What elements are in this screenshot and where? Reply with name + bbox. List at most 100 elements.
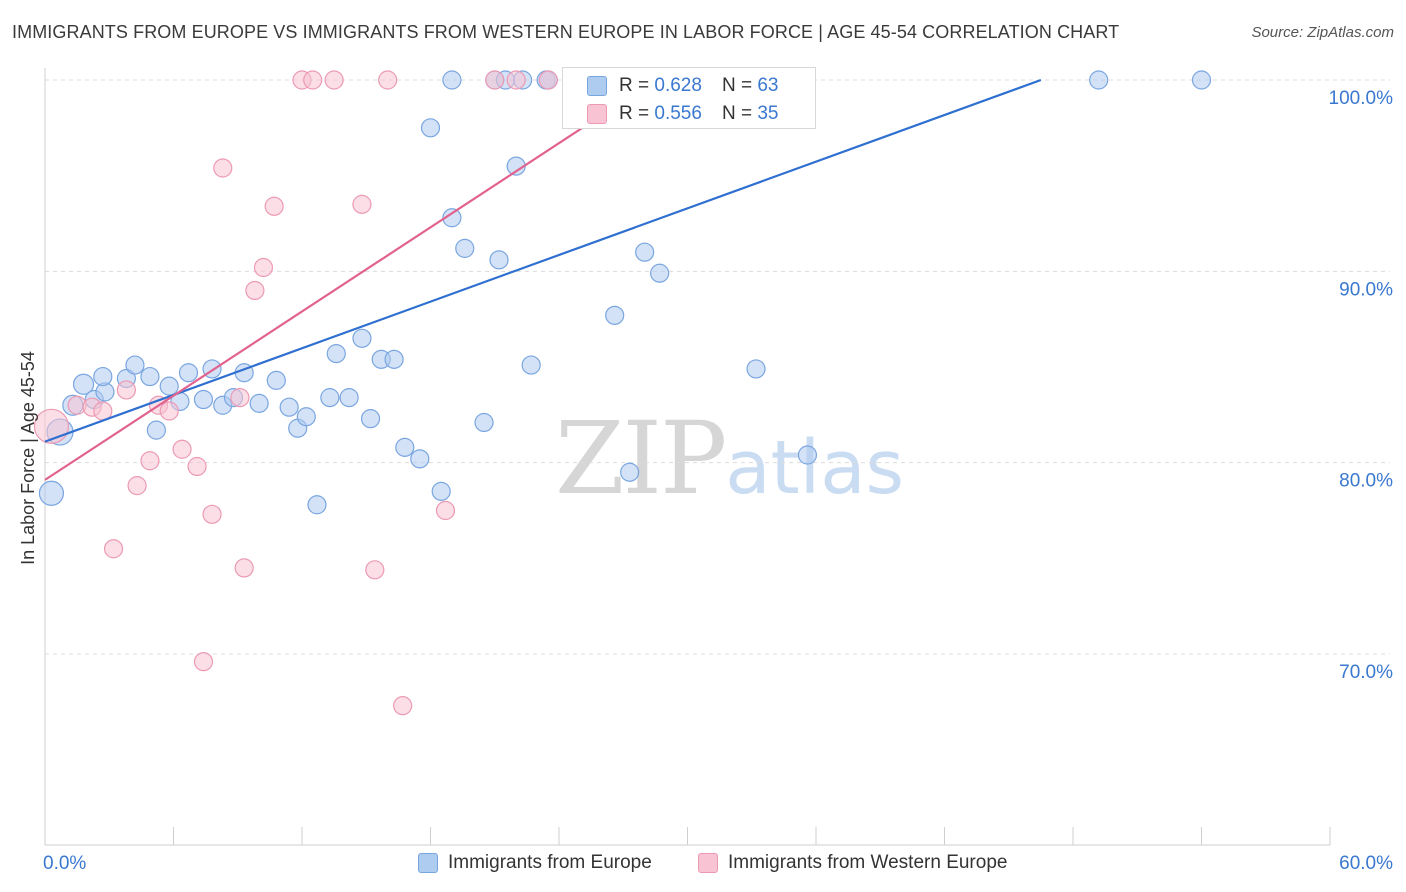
data-points [33,70,1212,716]
chart-title: IMMIGRANTS FROM EUROPE VS IMMIGRANTS FRO… [12,22,1120,42]
western-europe-point [352,194,372,214]
europe-point [38,480,65,506]
europe-point [620,462,640,482]
trendlines [44,78,1042,481]
legend-swatch-europe [418,853,438,873]
europe-point [72,373,95,395]
western-europe-point [193,652,214,672]
western-europe-point [33,408,70,444]
europe-point [307,495,327,515]
y-tick-label: 70.0% [1339,662,1393,683]
western-europe-point [253,257,274,278]
y-tick-label: 90.0% [1339,279,1393,300]
tick-labels: 70.0% 80.0% 90.0% 100.0% 0.0% 60.0% [43,88,1393,874]
europe-point [249,393,269,413]
europe-point [635,242,655,262]
stats-legend-row-europe: R = 0.628 N = 63 [587,75,778,97]
europe-point [395,437,415,457]
western-europe-point [140,451,160,471]
legend-swatch-europe [587,76,607,96]
europe-point [266,370,286,390]
y-axis-label: In Labor Force | Age 45-54 [18,351,38,565]
y-tick-label: 100.0% [1329,88,1394,109]
r-label: R = [619,75,650,96]
legend-item-western-europe[interactable]: Immigrants from Western Europe [698,852,1007,874]
legend-item-europe[interactable]: Immigrants from Europe [418,852,652,874]
europe-trendline [44,78,1042,443]
y-tick-label: 80.0% [1339,471,1393,492]
europe-point [326,344,346,364]
watermark-atlas: atlas [725,425,905,511]
europe-point [159,376,179,396]
x-tick-label: 60.0% [1339,853,1393,874]
western-europe-point [393,696,413,716]
europe-point [442,208,462,228]
axes [44,68,1331,846]
western-europe-point [159,401,179,421]
r-label: R = [619,103,650,124]
europe-point [140,366,160,387]
europe-point [442,70,462,90]
western-europe-point [324,70,344,90]
western-europe-point [213,158,233,178]
watermark: ZIPatlas [555,400,904,517]
western-europe-point [365,560,385,580]
europe-point [455,238,475,258]
europe-point [125,355,145,375]
western-europe-point [506,70,526,90]
europe-point [797,445,818,465]
europe-point [431,481,451,501]
legend-swatch-western-europe [698,853,718,873]
western-europe-point [172,439,192,459]
europe-point [352,328,372,348]
europe-point [193,389,214,410]
legend-label-europe: Immigrants from Europe [448,852,652,873]
europe-point [650,263,670,283]
europe-point [474,412,494,433]
western-europe-point [202,504,222,524]
western-europe-point [127,476,147,496]
europe-point [1089,70,1109,90]
stats-legend-row-western-europe: R = 0.556 N = 35 [587,103,778,125]
western-europe-point [234,558,254,578]
western-europe-point [303,70,323,90]
western-europe-point [538,70,558,90]
europe-point [420,118,441,138]
europe-point [605,305,625,325]
r-value: 0.628 [654,75,702,96]
n-value: 35 [757,103,779,124]
source-credit: Source: ZipAtlas.com [1251,24,1394,41]
europe-point [146,420,166,440]
europe-point [1191,70,1212,90]
europe-point [279,397,299,417]
r-value: 0.556 [654,103,702,124]
europe-point [746,359,766,379]
western-europe-point [116,380,136,400]
watermark-zip: ZIP [555,400,727,517]
western-europe-point [230,388,250,408]
n-value: 63 [757,75,779,96]
europe-point [410,449,430,469]
stats-legend: R = 0.628 N = 63 R = 0.556 N = 35 [562,67,816,129]
europe-point [93,366,113,387]
legend-swatch-western-europe [587,104,607,124]
n-label: N = [721,103,753,124]
western-europe-point [245,280,265,301]
western-europe-point [435,500,456,521]
x-tick-label: 0.0% [43,853,86,874]
europe-point [384,349,404,369]
europe-point [296,407,316,427]
legend-label-western-europe: Immigrants from Western Europe [728,852,1008,873]
n-label: N = [721,75,753,96]
western-europe-point [264,196,284,216]
western-europe-point [187,456,207,477]
western-europe-point [378,70,398,90]
western-europe-trendline [44,79,656,481]
western-europe-point [103,539,124,559]
europe-point [178,363,199,383]
europe-point [521,355,541,375]
europe-point [339,388,359,408]
bottom-legend: Immigrants from Europe Immigrants from W… [0,850,1406,880]
europe-point [360,409,381,429]
